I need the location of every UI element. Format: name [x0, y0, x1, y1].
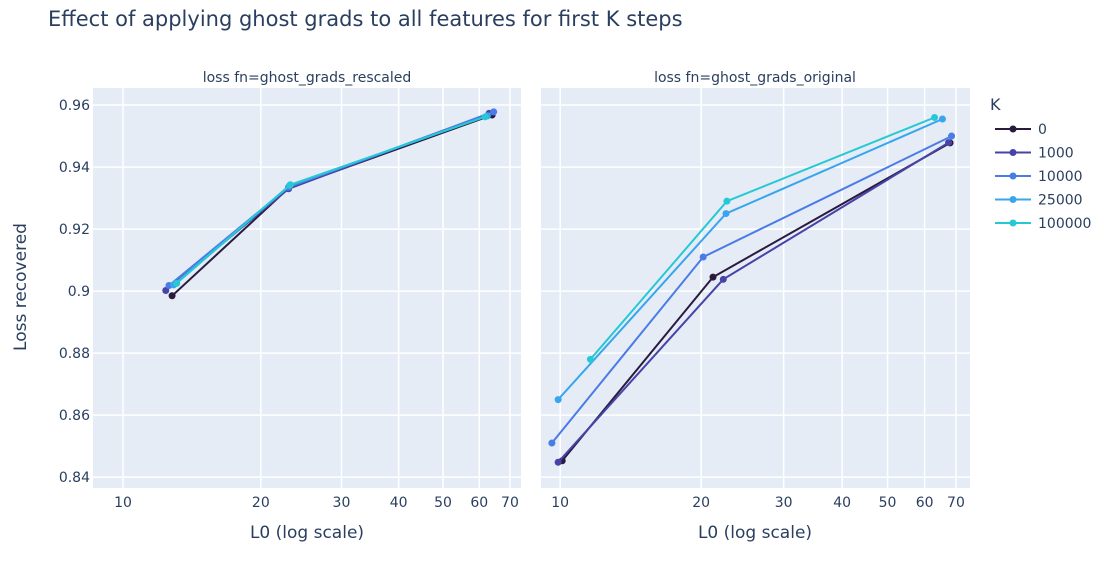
x-tick-label: 50 [879, 495, 897, 511]
x-tick-label: 10 [114, 495, 132, 511]
data-point-k-10000 [699, 253, 707, 261]
y-tick-label: 0.92 [59, 222, 90, 238]
data-point-k-100000 [723, 197, 731, 205]
y-tick-labels-left: 0.84 0.86 0.88 0.9 0.92 0.94 0.96 [59, 98, 90, 486]
data-point-k-0 [709, 273, 717, 281]
legend-item-k-10000[interactable]: 10000 [995, 169, 1083, 185]
plot-area-right [541, 88, 970, 488]
data-point-k-100000 [481, 113, 489, 121]
x-tick-label: 20 [252, 495, 270, 511]
data-point-k-25000 [722, 210, 730, 218]
x-axis-label-right: L0 (log scale) [698, 523, 812, 543]
x-axis-label-left: L0 (log scale) [250, 523, 364, 543]
x-tick-labels-left: 10 20 30 40 50 60 70 [114, 495, 519, 511]
data-point-k-10000 [490, 108, 498, 116]
x-tick-label: 60 [916, 495, 934, 511]
series-right [548, 113, 956, 466]
data-point-k-10000 [948, 132, 956, 140]
x-tick-label: 40 [390, 495, 408, 511]
legend-label: 1000 [1038, 146, 1074, 162]
legend-label: 10000 [1038, 169, 1083, 185]
y-tick-label: 0.9 [68, 284, 90, 300]
data-point-k-0 [168, 292, 176, 300]
legend-item-k-1000[interactable]: 1000 [995, 146, 1074, 162]
chart-title: Effect of applying ghost grads to all fe… [48, 7, 683, 31]
legend-swatch-marker [1009, 172, 1017, 180]
legend-swatch-marker [1009, 219, 1017, 227]
legend-swatch-marker [1009, 125, 1017, 133]
data-point-k-1000 [719, 275, 727, 283]
subplot-title-left: loss fn=ghost_grads_rescaled [203, 70, 412, 86]
x-tick-label: 40 [833, 495, 851, 511]
data-point-k-100000 [173, 279, 181, 287]
x-tick-label: 30 [775, 495, 793, 511]
legend-swatch-marker [1009, 149, 1017, 156]
panel-right: loss fn=ghost_grads_original L0 (log sca… [541, 70, 970, 543]
legend-swatch-marker [1009, 196, 1017, 203]
legend-label: 100000 [1038, 216, 1091, 232]
x-tick-label: 20 [692, 495, 710, 511]
x-tick-label: 70 [947, 495, 965, 511]
legend-title: K [990, 95, 1001, 114]
legend-items[interactable]: 0 1000 10000 25000 100000 [995, 122, 1091, 232]
subplot-title-right: loss fn=ghost_grads_original [654, 70, 856, 86]
y-tick-label: 0.86 [59, 408, 90, 424]
legend-item-k-100000[interactable]: 100000 [995, 216, 1091, 232]
data-point-k-25000 [938, 115, 946, 123]
x-tick-label: 10 [551, 495, 569, 511]
x-tick-label: 30 [333, 495, 351, 511]
y-tick-label: 0.94 [59, 160, 90, 176]
data-point-k-25000 [554, 396, 562, 404]
data-point-k-1000 [554, 458, 562, 466]
x-tick-label: 70 [501, 495, 519, 511]
legend-label: 0 [1038, 122, 1047, 138]
y-tick-label: 0.96 [59, 98, 90, 114]
legend-item-k-25000[interactable]: 25000 [995, 193, 1083, 209]
legend-item-k-0[interactable]: 0 [995, 122, 1047, 138]
x-tick-label: 50 [434, 495, 452, 511]
legend[interactable]: K 0 1000 10000 25000 100000 [990, 95, 1091, 232]
y-tick-label: 0.88 [59, 346, 90, 362]
legend-label: 25000 [1038, 193, 1083, 209]
panel-left: loss fn=ghost_grads_rescaled L0 (log sca… [59, 70, 521, 543]
x-tick-labels-right: 10 20 30 40 50 60 70 [551, 495, 965, 511]
data-point-k-1000 [162, 286, 170, 294]
data-point-k-10000 [548, 439, 556, 447]
gridlines-right [541, 88, 970, 488]
y-tick-label: 0.84 [59, 470, 90, 486]
data-point-k-1000 [945, 139, 953, 147]
plot-area-left [93, 88, 521, 488]
series-left [162, 108, 498, 300]
data-point-k-100000 [286, 181, 294, 189]
x-tick-label: 60 [470, 495, 488, 511]
data-point-k-100000 [931, 113, 939, 121]
data-point-k-100000 [586, 355, 594, 363]
y-axis-label: Loss recovered [11, 223, 31, 351]
